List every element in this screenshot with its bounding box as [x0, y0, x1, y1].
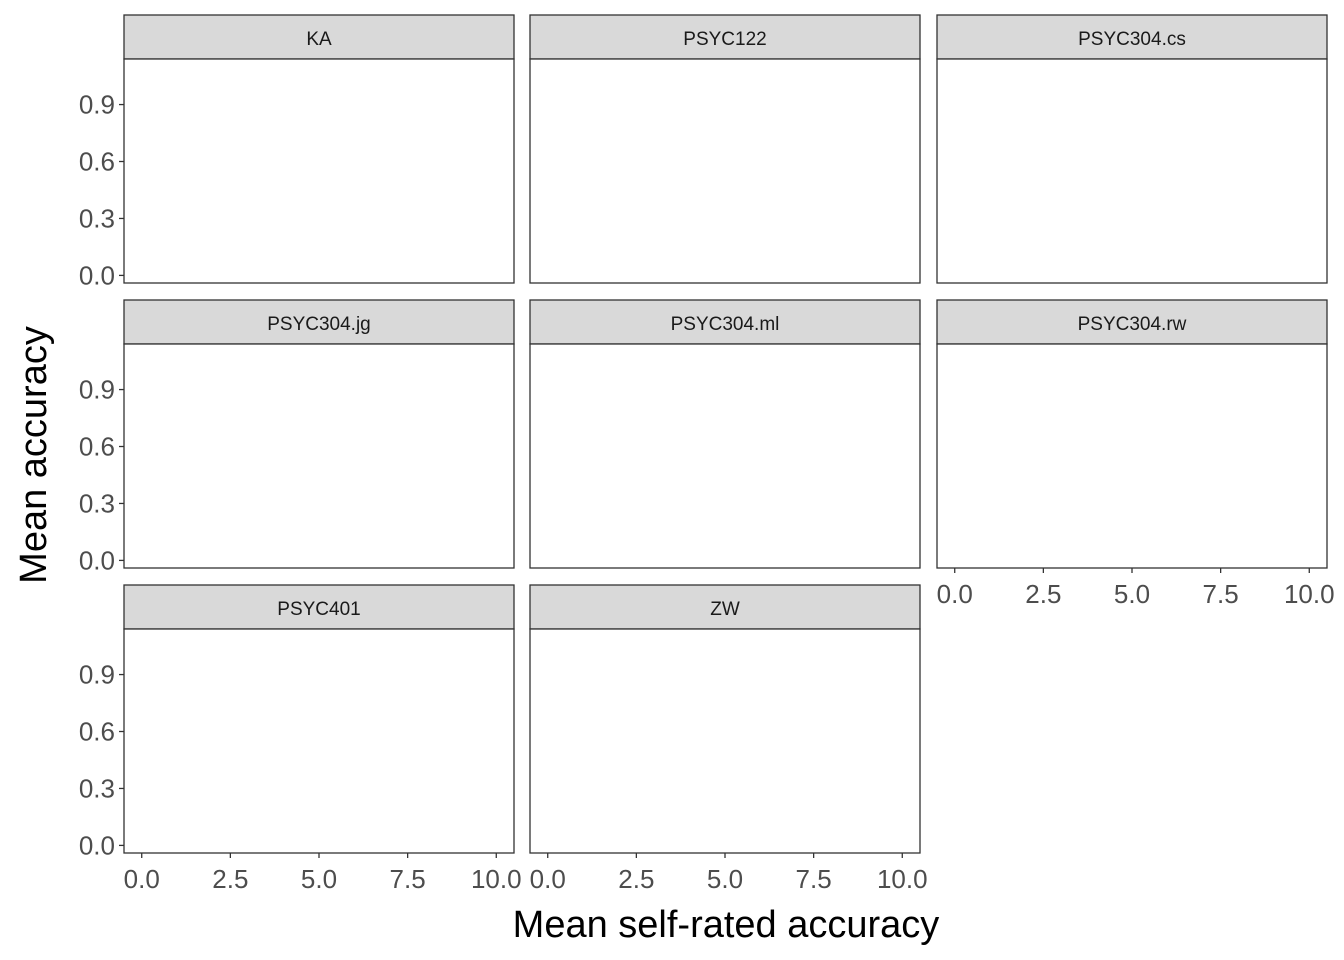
x-tick-label: 2.5	[618, 864, 654, 894]
panel-border	[936, 343, 1328, 569]
y-tick-label: 0.0	[79, 545, 115, 575]
facet-strip-label: PSYC304.cs	[1078, 29, 1186, 50]
facet-panel-psyc304-jg: PSYC304.jg 0.0 0.3 0.6 0.9	[79, 299, 515, 575]
y-tick-label: 0.9	[79, 660, 115, 690]
x-tick-label: 2.5	[1025, 579, 1061, 609]
y-tick-label: 0.9	[79, 90, 115, 120]
y-tick-label: 0.0	[79, 830, 115, 860]
facet-panel-psyc401: PSYC401 0.0 0.3 0.6 0.9 0.0 2.5 5.0 7.5 10.0	[79, 584, 522, 894]
facet-panel-ka: KA 0.0 0.3 0.6 0.9	[79, 14, 515, 290]
facet-strip-label: PSYC304.rw	[1078, 314, 1187, 335]
facet-strip-label: KA	[306, 29, 332, 50]
panel-border	[529, 343, 921, 569]
x-tick-label: 2.5	[212, 864, 248, 894]
y-tick-label: 0.3	[79, 488, 115, 518]
facet-strip-label: PSYC304.ml	[671, 314, 780, 335]
x-axis-title: Mean self-rated accuracy	[513, 904, 940, 946]
facet-strip	[936, 14, 1328, 60]
facet-strip-label: ZW	[710, 599, 740, 620]
panel-border	[529, 628, 921, 854]
y-tick-label: 0.6	[79, 147, 115, 177]
facet-strip	[529, 584, 921, 630]
facet-panel-zw: ZW 0.0 2.5 5.0 7.5 10.0	[529, 584, 928, 894]
panel-border	[123, 58, 515, 284]
facet-panel-psyc122: PSYC122	[529, 14, 921, 284]
facet-strip-label: PSYC401	[277, 599, 360, 620]
facet-panel-psyc304-cs: PSYC304.cs	[936, 14, 1328, 284]
y-tick-label: 0.6	[79, 717, 115, 747]
facet-strip	[123, 584, 515, 630]
x-tick-label: 10.0	[1284, 579, 1335, 609]
x-tick-label: 7.5	[390, 864, 426, 894]
x-tick-label: 0.0	[937, 579, 973, 609]
facet-strip	[123, 299, 515, 345]
panel-border	[529, 58, 921, 284]
x-tick-label: 7.5	[796, 864, 832, 894]
x-tick-label: 7.5	[1203, 579, 1239, 609]
x-tick-label: 5.0	[1114, 579, 1150, 609]
facet-strip	[529, 299, 921, 345]
y-tick-label: 0.3	[79, 773, 115, 803]
facet-strip	[123, 14, 515, 60]
facet-strip-label: PSYC122	[683, 29, 766, 50]
panel-border	[936, 58, 1328, 284]
x-tick-label: 0.0	[530, 864, 566, 894]
facet-strip-label: PSYC304.jg	[267, 314, 371, 335]
y-tick-label: 0.3	[79, 203, 115, 233]
x-tick-label: 5.0	[301, 864, 337, 894]
x-tick-label: 5.0	[707, 864, 743, 894]
y-tick-label: 0.6	[79, 432, 115, 462]
facet-panel-psyc304-rw: PSYC304.rw 0.0 2.5 5.0 7.5 10.0	[936, 299, 1335, 609]
panel-border	[123, 628, 515, 854]
facet-strip	[936, 299, 1328, 345]
y-tick-label: 0.0	[79, 260, 115, 290]
x-tick-label: 10.0	[471, 864, 522, 894]
y-axis-title: Mean accuracy	[13, 326, 55, 584]
panel-border	[123, 343, 515, 569]
x-tick-label: 0.0	[124, 864, 160, 894]
facet-strip	[529, 14, 921, 60]
y-tick-label: 0.9	[79, 375, 115, 405]
facet-panel-psyc304-ml: PSYC304.ml	[529, 299, 921, 569]
x-tick-label: 10.0	[877, 864, 928, 894]
